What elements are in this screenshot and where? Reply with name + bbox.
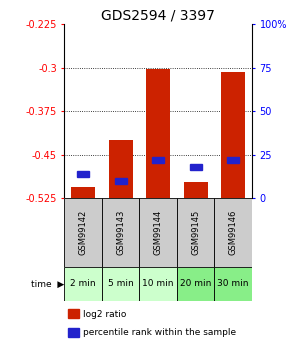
Bar xyxy=(68,309,79,318)
FancyBboxPatch shape xyxy=(177,198,214,267)
Text: 5 min: 5 min xyxy=(108,279,134,288)
Bar xyxy=(152,157,164,163)
Bar xyxy=(227,157,239,163)
Text: GSM99142: GSM99142 xyxy=(79,210,88,255)
Bar xyxy=(108,140,133,198)
FancyBboxPatch shape xyxy=(64,267,102,301)
FancyBboxPatch shape xyxy=(64,198,102,267)
FancyBboxPatch shape xyxy=(177,267,214,301)
Bar xyxy=(115,178,127,184)
Bar xyxy=(68,328,79,337)
Bar xyxy=(190,164,202,170)
Text: time  ▶: time ▶ xyxy=(31,279,64,288)
Title: GDS2594 / 3397: GDS2594 / 3397 xyxy=(101,9,215,23)
Bar xyxy=(221,72,246,198)
FancyBboxPatch shape xyxy=(214,267,252,301)
FancyBboxPatch shape xyxy=(139,267,177,301)
Bar xyxy=(183,182,208,198)
Text: 30 min: 30 min xyxy=(217,279,249,288)
Text: log2 ratio: log2 ratio xyxy=(83,309,127,318)
Text: GSM99143: GSM99143 xyxy=(116,210,125,255)
Text: GSM99145: GSM99145 xyxy=(191,210,200,255)
Text: 10 min: 10 min xyxy=(142,279,174,288)
Text: GSM99146: GSM99146 xyxy=(229,210,238,255)
FancyBboxPatch shape xyxy=(102,198,139,267)
Bar xyxy=(77,171,89,177)
Bar xyxy=(146,69,171,198)
Bar xyxy=(71,187,96,198)
FancyBboxPatch shape xyxy=(139,198,177,267)
Text: 20 min: 20 min xyxy=(180,279,212,288)
FancyBboxPatch shape xyxy=(102,267,139,301)
FancyBboxPatch shape xyxy=(214,198,252,267)
Text: GSM99144: GSM99144 xyxy=(154,210,163,255)
Text: percentile rank within the sample: percentile rank within the sample xyxy=(83,328,236,337)
Text: 2 min: 2 min xyxy=(70,279,96,288)
